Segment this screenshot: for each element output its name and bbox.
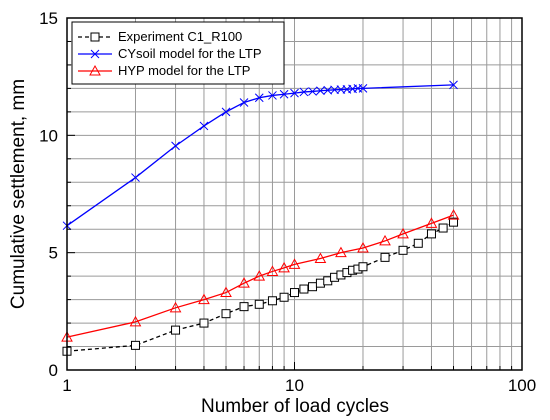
legend-sample-cysoil [78,49,112,59]
data-point [316,86,325,96]
data-point [279,89,289,99]
legend-label-cysoil: CYsoil model for the LTP [118,46,262,61]
series-0 [62,217,459,356]
legend-entry-cysoil: CYsoil model for the LTP [78,46,262,61]
data-point [199,121,209,131]
data-point [315,278,325,288]
data-point [254,93,264,103]
x-tick-label: 100 [508,376,536,395]
x-tick-label: 10 [285,376,304,395]
data-point [239,302,249,312]
legend-label-experiment: Experiment C1_R100 [118,29,242,44]
series-line [66,214,454,338]
data-point [288,258,301,269]
data-point [129,315,142,327]
legend-entry-hyp: HYP model for the LTP [78,63,250,78]
data-point [335,246,347,258]
data-point [131,173,140,182]
data-point [314,252,327,264]
tick-labels: 1 10 100 0 5 10 15 [39,9,536,395]
data-point [89,64,101,76]
data-point [299,87,309,97]
y-tick-label: 0 [49,361,58,380]
data-point [380,252,390,262]
legend-box [71,21,285,85]
data-point [308,87,317,96]
data-point [171,325,181,335]
data-point [90,49,100,59]
y-tick-label: 15 [39,9,58,28]
series-layer [61,80,460,356]
data-point [398,245,408,255]
legend-sample-hyp [78,64,112,76]
data-point [239,98,249,107]
data-point [90,32,100,42]
data-point [379,234,391,246]
data-point [290,88,299,98]
data-point [171,141,180,151]
data-point [169,301,182,313]
data-point [449,80,458,90]
data-point [266,265,279,276]
series-2 [61,209,460,342]
data-point [253,270,266,281]
y-axis-title: Cumulative settlement, mm [8,79,29,309]
legend-entry-experiment: Experiment C1_R100 [78,29,242,44]
data-point [397,227,409,239]
legend-sample-experiment [78,32,112,42]
data-point [199,318,209,328]
data-point [221,309,231,319]
data-point [425,217,438,228]
data-point [438,223,448,233]
data-point [278,261,290,273]
data-point [413,238,423,248]
data-point [299,284,309,294]
x-axis-title: Number of load cycles [201,396,389,417]
data-point [308,282,318,292]
data-point [447,209,460,220]
data-point [357,241,369,253]
data-point [198,293,210,305]
legend: Experiment C1_R100 CYsoil model for the … [71,21,285,85]
legend-label-hyp: HYP model for the LTP [118,63,250,78]
data-point [290,288,299,298]
data-point [220,286,232,298]
data-point [221,107,231,117]
data-point [279,292,289,302]
data-point [323,85,333,95]
data-point [358,84,368,93]
y-tick-label: 5 [49,244,58,263]
data-point [268,91,277,100]
ticks [67,40,513,370]
data-point [130,340,140,350]
data-point [358,262,368,272]
y-tick-label: 10 [39,126,58,145]
data-point [254,299,264,309]
data-point [238,277,250,288]
data-point [449,217,459,227]
data-point [330,85,339,95]
data-point [267,296,277,306]
data-point [426,229,436,239]
series-1 [62,80,458,231]
x-tick-label: 1 [62,376,71,395]
